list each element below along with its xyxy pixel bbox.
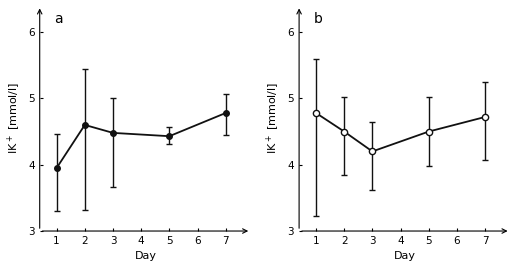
X-axis label: Day: Day [134, 252, 156, 261]
Y-axis label: IK$^+$ [mmol/l]: IK$^+$ [mmol/l] [265, 82, 282, 154]
X-axis label: Day: Day [394, 252, 416, 261]
Text: a: a [55, 12, 63, 26]
Text: b: b [314, 12, 323, 26]
Y-axis label: IK$^+$ [mmol/l]: IK$^+$ [mmol/l] [6, 82, 23, 154]
